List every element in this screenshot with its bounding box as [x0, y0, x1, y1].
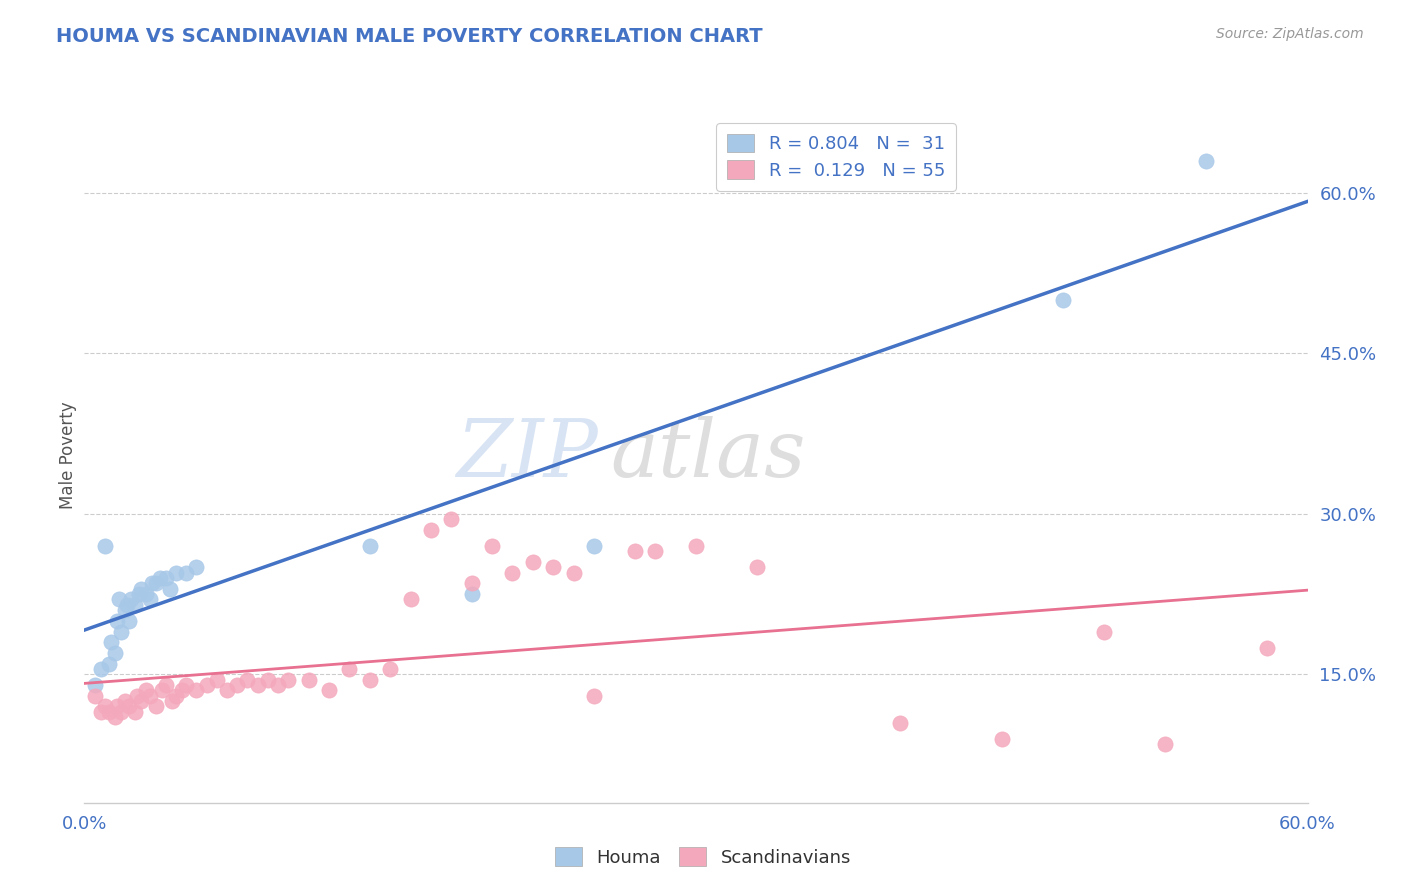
- Point: [108, 592, 131, 607]
- Point: [160, 694, 183, 708]
- Point: [481, 539, 503, 553]
- Point: [174, 566, 197, 580]
- Point: [159, 582, 181, 596]
- Point: [420, 523, 443, 537]
- Point: [83, 678, 105, 692]
- Point: [582, 689, 605, 703]
- Point: [624, 544, 647, 558]
- Point: [1153, 737, 1175, 751]
- Point: [172, 683, 194, 698]
- Text: Source: ZipAtlas.com: Source: ZipAtlas.com: [1216, 27, 1364, 41]
- Point: [150, 683, 173, 698]
- Point: [217, 683, 239, 698]
- Point: [127, 689, 149, 703]
- Point: [135, 683, 157, 698]
- Point: [145, 576, 167, 591]
- Point: [359, 673, 381, 687]
- Point: [149, 571, 172, 585]
- Point: [226, 678, 249, 692]
- Point: [141, 576, 163, 591]
- Point: [97, 657, 120, 671]
- Point: [461, 587, 484, 601]
- Point: [685, 539, 707, 553]
- Text: ZIP: ZIP: [457, 417, 598, 493]
- Point: [1092, 624, 1115, 639]
- Point: [114, 603, 136, 617]
- Point: [105, 614, 128, 628]
- Point: [644, 544, 666, 558]
- Point: [155, 571, 177, 585]
- Point: [90, 662, 112, 676]
- Point: [155, 678, 177, 692]
- Point: [165, 566, 187, 580]
- Point: [115, 598, 138, 612]
- Point: [1256, 640, 1278, 655]
- Point: [165, 689, 187, 703]
- Point: [100, 635, 122, 649]
- Legend: Houma, Scandinavians: Houma, Scandinavians: [548, 840, 858, 874]
- Point: [257, 673, 280, 687]
- Point: [186, 683, 208, 698]
- Point: [582, 539, 605, 553]
- Point: [501, 566, 523, 580]
- Point: [380, 662, 402, 676]
- Point: [236, 673, 259, 687]
- Legend: R = 0.804   N =  31, R =  0.129   N = 55: R = 0.804 N = 31, R = 0.129 N = 55: [717, 123, 956, 191]
- Point: [543, 560, 565, 574]
- Point: [399, 592, 422, 607]
- Point: [138, 592, 160, 607]
- Point: [114, 694, 136, 708]
- Point: [97, 705, 120, 719]
- Point: [174, 678, 197, 692]
- Point: [359, 539, 381, 553]
- Point: [120, 592, 142, 607]
- Point: [110, 624, 132, 639]
- Point: [522, 555, 544, 569]
- Point: [246, 678, 269, 692]
- Point: [104, 646, 127, 660]
- Point: [131, 694, 153, 708]
- Point: [747, 560, 769, 574]
- Point: [195, 678, 218, 692]
- Point: [104, 710, 127, 724]
- Point: [889, 715, 911, 730]
- Point: [205, 673, 228, 687]
- Point: [138, 689, 160, 703]
- Point: [318, 683, 340, 698]
- Point: [145, 699, 167, 714]
- Point: [90, 705, 112, 719]
- Point: [440, 512, 463, 526]
- Point: [131, 582, 153, 596]
- Point: [118, 699, 141, 714]
- Text: HOUMA VS SCANDINAVIAN MALE POVERTY CORRELATION CHART: HOUMA VS SCANDINAVIAN MALE POVERTY CORRE…: [56, 27, 763, 45]
- Point: [298, 673, 321, 687]
- Point: [105, 699, 128, 714]
- Point: [93, 699, 115, 714]
- Point: [124, 705, 146, 719]
- Point: [93, 539, 115, 553]
- Point: [339, 662, 360, 676]
- Point: [461, 576, 484, 591]
- Point: [135, 587, 157, 601]
- Point: [124, 598, 146, 612]
- Point: [83, 689, 105, 703]
- Point: [128, 587, 150, 601]
- Point: [186, 560, 208, 574]
- Point: [118, 614, 141, 628]
- Point: [267, 678, 290, 692]
- Point: [562, 566, 585, 580]
- Point: [277, 673, 299, 687]
- Y-axis label: Male Poverty: Male Poverty: [59, 401, 77, 508]
- Text: atlas: atlas: [610, 417, 806, 493]
- Point: [1195, 153, 1218, 168]
- Point: [1052, 293, 1074, 307]
- Point: [991, 731, 1014, 746]
- Point: [110, 705, 132, 719]
